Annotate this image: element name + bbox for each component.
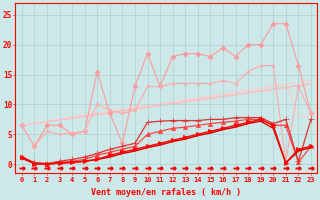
X-axis label: Vent moyen/en rafales ( km/h ): Vent moyen/en rafales ( km/h )	[92, 188, 241, 197]
